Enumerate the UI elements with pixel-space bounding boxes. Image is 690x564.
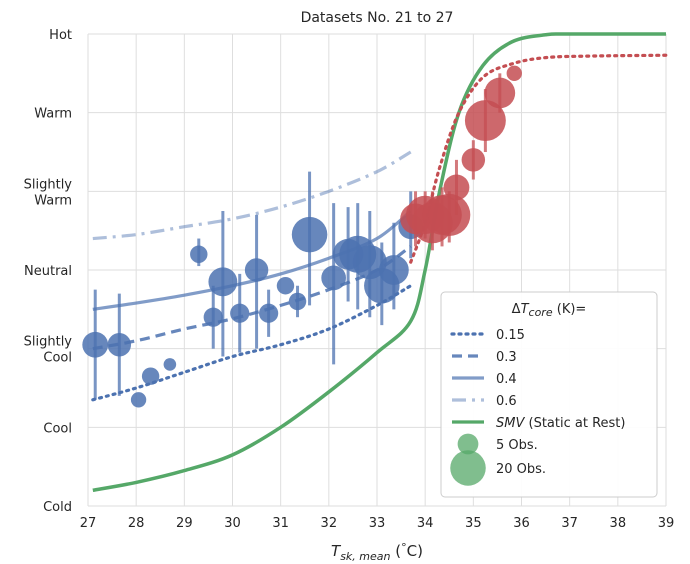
x-tick-label: 32: [321, 516, 338, 531]
data-point: [203, 307, 223, 327]
x-tick-label: 35: [465, 516, 482, 531]
data-point: [141, 367, 160, 385]
data-point: [443, 174, 470, 201]
data-point: [484, 77, 516, 109]
x-tick-label: 39: [658, 516, 675, 531]
y-tick-label: Slightly Cool: [24, 335, 73, 366]
legend-box: [440, 291, 658, 498]
x-tick-label: 28: [128, 516, 145, 531]
data-point: [506, 65, 522, 82]
legend-label: 0.15: [496, 328, 525, 343]
data-point: [82, 331, 109, 358]
legend-marker: [457, 433, 479, 455]
legend: ΔTcore (K)= 0.15 0.3 0.4 0.6 SMV (Static at …: [440, 291, 658, 498]
data-point: [291, 216, 328, 253]
x-tick-label: 29: [176, 516, 193, 531]
y-tick-label: Hot: [49, 28, 72, 43]
y-tick-labels: Hot Warm Slightly Warm Neutral Slightly Cool Co…: [24, 28, 73, 515]
data-point: [464, 100, 506, 141]
y-tick-label: Slightly Warm: [24, 177, 73, 208]
x-tick-labels: 27 28 29 30 31 32 33 34 35 36 37 38 39: [80, 516, 675, 531]
x-tick-label: 33: [369, 516, 386, 531]
chart-title: Datasets No. 21 to 27: [301, 10, 454, 26]
x-tick-label: 31: [272, 516, 289, 531]
data-point: [230, 303, 250, 323]
legend-label: 20 Obs.: [496, 462, 546, 477]
legend-entries: 0.15 0.3 0.4 0.6 SMV (Static at Rest) 5 Obs. 2…: [450, 328, 625, 486]
data-point: [163, 358, 177, 371]
legend-label: 0.3: [496, 350, 517, 365]
y-tick-label: Warm: [34, 107, 72, 122]
data-point: [259, 303, 279, 323]
data-point: [428, 193, 471, 237]
data-point: [190, 245, 208, 263]
y-tick-label: Neutral: [24, 264, 72, 279]
x-tick-label: 37: [561, 516, 578, 531]
x-tick-label: 30: [224, 516, 241, 531]
data-point: [244, 258, 269, 282]
data-point: [321, 265, 346, 291]
data-point: [130, 392, 147, 408]
x-tick-label: 34: [417, 516, 434, 531]
legend-marker: [450, 450, 486, 486]
series-line: [91, 284, 413, 402]
x-tick-label: 27: [80, 516, 97, 531]
x-axis-label: Tsk, mean (°C): [331, 541, 423, 563]
data-point: [288, 292, 307, 311]
data-point: [107, 333, 132, 357]
data-point: [378, 255, 409, 285]
legend-title: ΔTcore (K)=: [512, 302, 587, 319]
x-tick-label: 38: [610, 516, 627, 531]
legend-label: 0.6: [496, 394, 517, 409]
data-point: [208, 267, 238, 297]
data-points: [82, 65, 522, 408]
legend-label: 5 Obs.: [496, 438, 538, 453]
series-line: [92, 32, 667, 492]
data-point: [276, 277, 295, 295]
y-tick-label: Cold: [43, 500, 72, 515]
series-line: [92, 150, 412, 241]
legend-label: SMV (Static at Rest): [496, 416, 625, 431]
x-tick-label: 36: [513, 516, 530, 531]
legend-label: 0.4: [496, 372, 517, 387]
y-tick-label: Cool: [43, 421, 72, 436]
data-point: [461, 148, 486, 172]
